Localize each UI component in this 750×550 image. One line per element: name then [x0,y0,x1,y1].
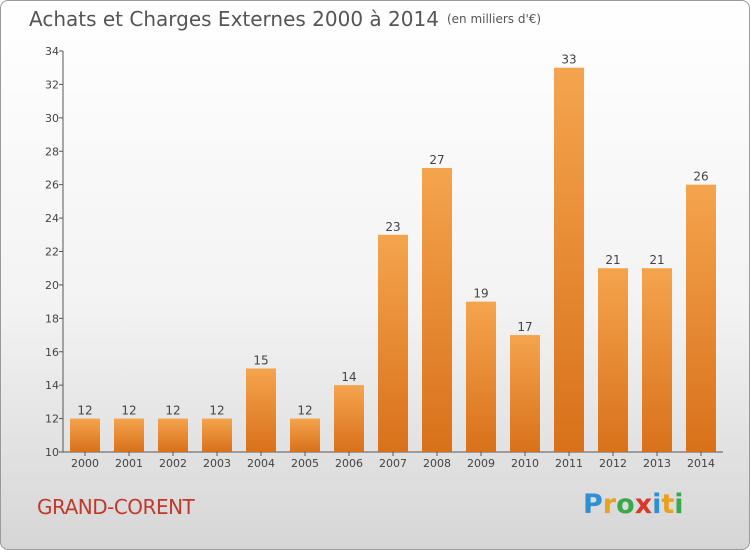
y-tick-label: 18 [45,312,59,325]
data-label: 19 [473,287,488,301]
data-label: 12 [121,404,136,418]
y-tick-label: 24 [45,212,59,225]
x-tick-label: 2006 [335,457,363,470]
y-tick-label: 10 [45,446,59,459]
bar [334,385,364,452]
bar [290,418,320,452]
data-label: 23 [385,220,400,234]
logo-letter: x [634,489,653,520]
y-tick-label: 26 [45,179,59,192]
y-tick-label: 20 [45,279,59,292]
data-label: 17 [517,320,532,334]
x-tick-label: 2004 [247,457,275,470]
y-tick-label: 22 [45,246,59,259]
bar [510,335,540,452]
x-tick-label: 2013 [643,457,671,470]
logo-letter: i [652,489,662,520]
bar [686,184,716,452]
bar [422,167,452,453]
bar [70,418,100,452]
data-label: 21 [649,253,664,267]
x-tick-label: 2009 [467,457,495,470]
data-label: 14 [341,370,356,384]
title-text: Achats et Charges Externes 2000 à 2014 [29,7,439,31]
data-label: 12 [77,404,92,418]
chart-title: Achats et Charges Externes 2000 à 2014 (e… [29,7,541,31]
y-tick-label: 32 [45,78,59,91]
y-tick-label: 12 [45,413,59,426]
data-label: 27 [429,153,444,167]
bar [114,418,144,452]
unit-label: (en milliers d'€) [446,12,542,26]
x-tick-label: 2000 [71,457,99,470]
logo-letter: r [602,489,617,520]
y-tick-label: 14 [45,379,59,392]
logo-letter: i [674,489,684,520]
x-tick-label: 2003 [203,457,231,470]
bar [378,234,408,452]
proxiti-logo: Proxiti [583,489,684,520]
data-label: 12 [209,404,224,418]
data-label: 15 [253,353,268,367]
x-tick-label: 2007 [379,457,407,470]
x-tick-label: 2010 [511,457,539,470]
data-label: 21 [605,253,620,267]
y-tick-label: 16 [45,346,59,359]
commune-name: GRAND-CORENT [37,495,195,519]
bar [158,418,188,452]
bar [642,268,672,452]
x-tick-label: 2014 [687,457,715,470]
data-label: 12 [297,404,312,418]
y-tick-label: 28 [45,145,59,158]
logo-letter: o [616,489,635,520]
bar [598,268,628,452]
x-tick-label: 2002 [159,457,187,470]
x-tick-label: 2008 [423,457,451,470]
data-label: 12 [165,404,180,418]
logo-letter: t [661,489,675,520]
data-label: 26 [693,170,708,184]
y-tick-label: 30 [45,112,59,125]
x-tick-label: 2005 [291,457,319,470]
x-tick-label: 2001 [115,457,143,470]
x-tick-label: 2011 [555,457,583,470]
bar [554,67,584,452]
x-tick-label: 2012 [599,457,627,470]
data-label: 33 [561,53,576,67]
bar [466,301,496,452]
logo-letter: P [583,489,603,520]
bar [246,368,276,452]
bar [202,418,232,452]
y-tick-label: 34 [45,45,59,58]
